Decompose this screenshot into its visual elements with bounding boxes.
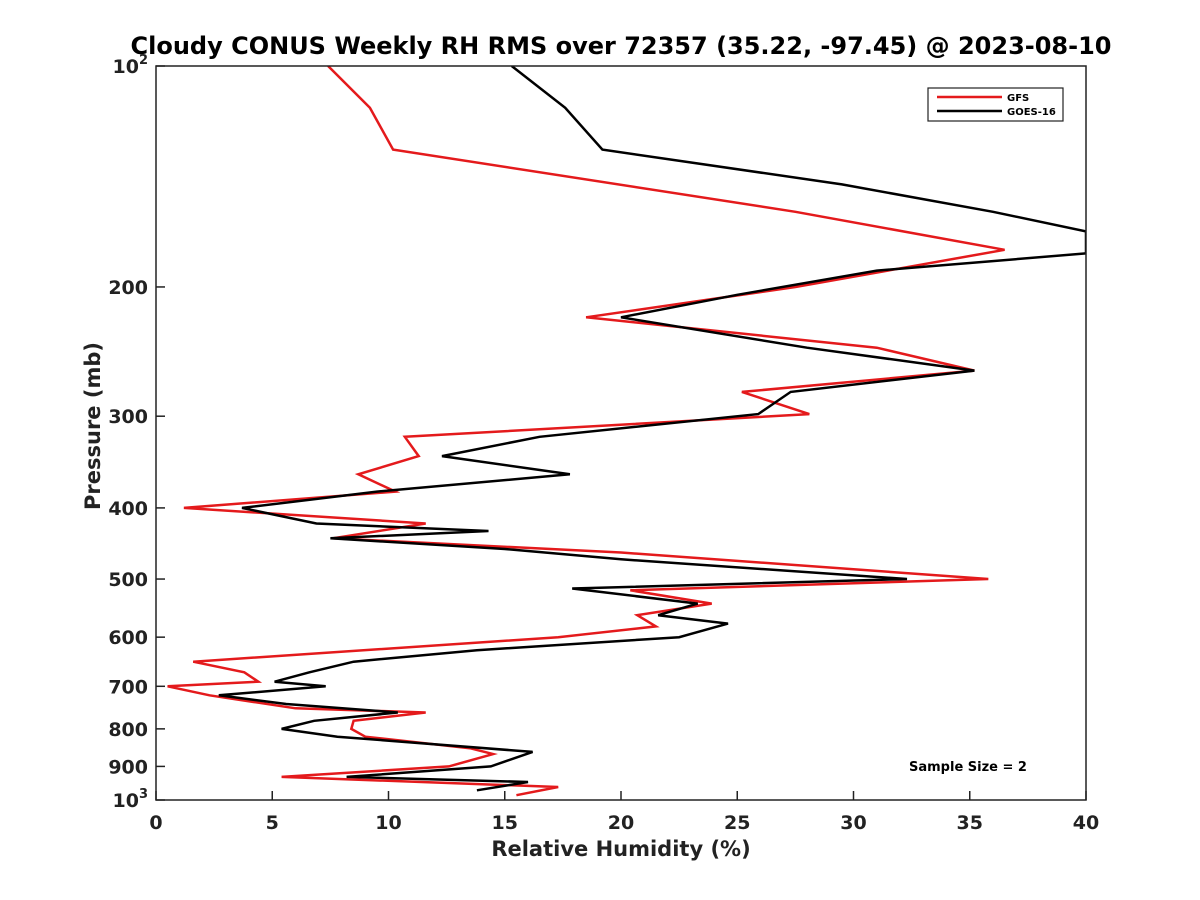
sample-size-annotation: Sample Size = 2 — [909, 760, 1027, 775]
y-tick-label: 800 — [108, 719, 148, 741]
legend-box — [927, 87, 1064, 122]
x-tick-label: 15 — [492, 812, 518, 834]
x-tick-label: 5 — [266, 812, 279, 834]
x-tick-label: 10 — [375, 812, 401, 834]
x-axis-label: Relative Humidity (%) — [491, 837, 750, 861]
y-tick-label: 103 — [113, 787, 149, 812]
y-tick-label: 900 — [108, 756, 148, 778]
x-tick-label: 30 — [840, 812, 866, 834]
y-tick-label: 102 — [113, 53, 149, 78]
y-tick-label: 700 — [108, 676, 148, 698]
plot-area — [167, 66, 1086, 797]
x-tick-label: 35 — [957, 812, 983, 834]
x-tick-label: 20 — [608, 812, 634, 834]
y-tick-label: 500 — [108, 569, 148, 591]
x-tick-label: 40 — [1073, 812, 1099, 834]
series-line-0 — [167, 66, 1005, 797]
legend-label: GFS — [1007, 93, 1029, 104]
y-tick-label: 200 — [108, 277, 148, 299]
y-axis-label: Pressure (mb) — [81, 342, 105, 510]
y-tick-label: 600 — [108, 627, 148, 649]
x-axis: 0 5 10 15 20 25 30 35 40 — [149, 791, 1099, 834]
chart-title: Cloudy CONUS Weekly RH RMS over 72357 (3… — [131, 32, 1112, 60]
y-tick-label: 400 — [108, 498, 148, 520]
x-tick-label: 0 — [149, 812, 162, 834]
y-axis: 102 200 300 400 500 600 700 800 900 103 — [108, 53, 165, 812]
y-tick-label: 300 — [108, 406, 148, 428]
series-line-1 — [218, 66, 1086, 792]
legend-label: GOES-16 — [1007, 107, 1056, 118]
x-tick-label: 25 — [724, 812, 750, 834]
legend: GFS GOES-16 — [927, 87, 1064, 122]
